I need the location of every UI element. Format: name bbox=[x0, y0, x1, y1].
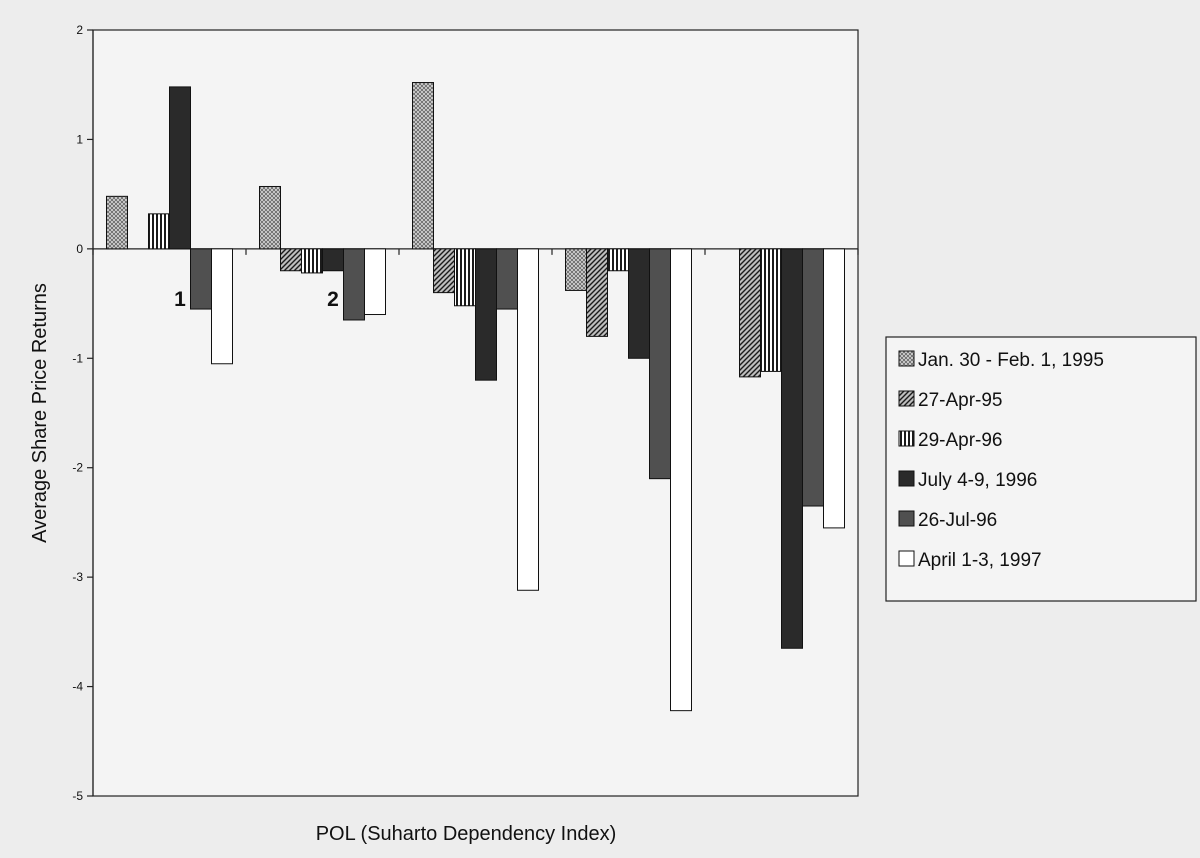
y-tick-label: -1 bbox=[72, 351, 83, 365]
legend-swatch bbox=[898, 430, 915, 447]
plot-area bbox=[92, 29, 859, 797]
y-tick-label: -4 bbox=[72, 680, 83, 694]
bar bbox=[760, 248, 782, 372]
legend-label: Jan. 30 - Feb. 1, 1995 bbox=[918, 350, 1104, 371]
bar bbox=[259, 185, 281, 250]
legend-swatch bbox=[898, 350, 915, 367]
y-tick-label: 2 bbox=[76, 23, 83, 37]
legend: Jan. 30 - Feb. 1, 1995 27-Apr-95 29-Apr-96… bbox=[885, 336, 1197, 602]
y-tick-label: -3 bbox=[72, 570, 83, 584]
bar bbox=[475, 248, 497, 381]
bar bbox=[739, 248, 761, 378]
y-tick-label: -2 bbox=[72, 461, 83, 475]
bar bbox=[649, 248, 671, 480]
bar bbox=[412, 82, 434, 250]
legend-label: July 4-9, 1996 bbox=[918, 470, 1037, 491]
legend-box bbox=[885, 336, 1197, 602]
bar bbox=[343, 248, 365, 321]
bar bbox=[496, 248, 518, 310]
category-label: 2 bbox=[327, 288, 339, 311]
legend-label: 26-Jul-96 bbox=[918, 510, 997, 531]
bar bbox=[169, 86, 191, 250]
legend-label: 27-Apr-95 bbox=[918, 390, 1003, 411]
bar bbox=[607, 248, 629, 272]
bar bbox=[781, 248, 803, 649]
x-axis-title: POL (Suharto Dependency Index) bbox=[316, 823, 617, 845]
bar bbox=[211, 248, 233, 365]
bar bbox=[280, 248, 302, 272]
bar bbox=[106, 195, 128, 250]
bar bbox=[802, 248, 824, 507]
legend-swatch bbox=[898, 470, 915, 487]
bar bbox=[517, 248, 539, 591]
y-axis-title: Average Share Price Returns bbox=[29, 283, 51, 543]
y-tick-label: 0 bbox=[76, 242, 83, 256]
bar bbox=[364, 248, 386, 316]
legend-swatch bbox=[898, 550, 915, 567]
bar bbox=[148, 213, 170, 250]
bar bbox=[586, 248, 608, 337]
bar bbox=[322, 248, 344, 272]
bar bbox=[433, 248, 455, 294]
bar bbox=[454, 248, 476, 307]
legend-swatch bbox=[898, 510, 915, 527]
category-label: 1 bbox=[174, 288, 186, 311]
legend-label: 29-Apr-96 bbox=[918, 430, 1003, 451]
bar bbox=[301, 248, 323, 274]
legend-swatch bbox=[898, 390, 915, 407]
bar bbox=[190, 248, 212, 310]
y-tick-label: 1 bbox=[76, 132, 83, 146]
bar bbox=[628, 248, 650, 359]
legend-label: April 1-3, 1997 bbox=[918, 550, 1042, 571]
bar bbox=[565, 248, 587, 291]
bar bbox=[823, 248, 845, 529]
bar bbox=[670, 248, 692, 712]
y-tick-label: -5 bbox=[72, 789, 83, 803]
